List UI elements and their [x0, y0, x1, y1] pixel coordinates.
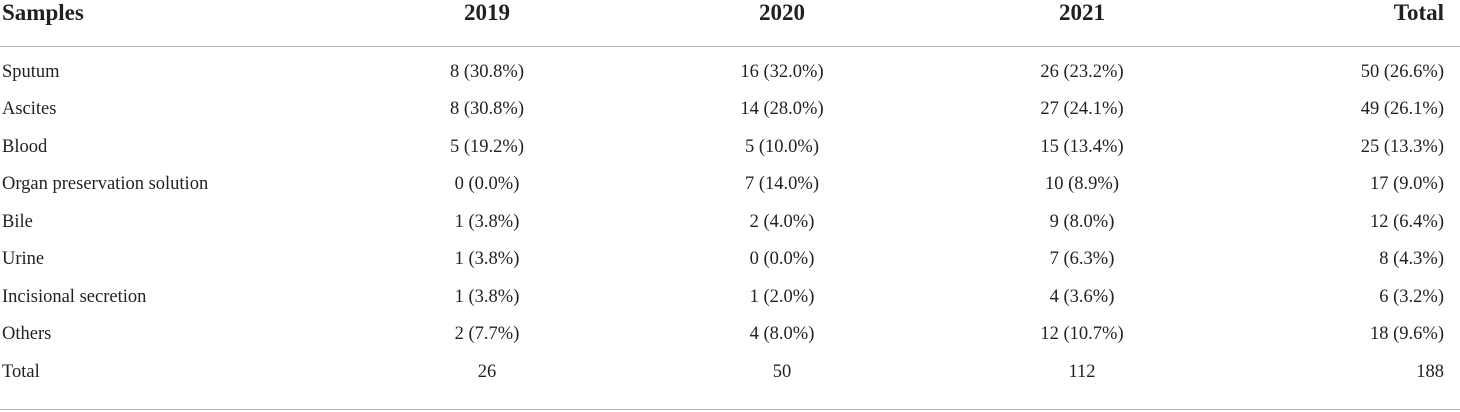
table-row: Bile 1 (3.8%) 2 (4.0%) 9 (8.0%) 12 (6.4%… [0, 203, 1460, 241]
table-cell: 12 (10.7%) [1040, 324, 1124, 345]
table-cell: 8 (30.8%) [450, 99, 524, 120]
row-label: Blood [2, 136, 48, 157]
row-label: Bile [2, 211, 33, 232]
table-cell: 16 (32.0%) [740, 61, 824, 82]
table-cell: 188 [1416, 361, 1444, 382]
row-label: Others [2, 324, 52, 345]
table-cell: 4 (3.6%) [1049, 286, 1115, 307]
table-row: Ascites 8 (30.8%) 14 (28.0%) 27 (24.1%) … [0, 91, 1460, 129]
row-label: Ascites [2, 99, 57, 120]
row-label: Urine [2, 249, 45, 270]
table-cell: 5 (10.0%) [745, 136, 819, 157]
samples-table: Samples 2019 2020 2021 Total Sputum 8 (3… [0, 0, 1460, 391]
table-cell: 10 (8.9%) [1045, 174, 1119, 195]
table-cell: 1 (3.8%) [454, 211, 520, 232]
table-cell: 50 (26.6%) [1360, 61, 1444, 82]
table-cell: 17 (9.0%) [1370, 174, 1444, 195]
table-cell: 4 (8.0%) [749, 324, 815, 345]
row-label: Sputum [2, 61, 60, 82]
table-cell: 15 (13.4%) [1040, 136, 1124, 157]
table-cell: 25 (13.3%) [1360, 136, 1444, 157]
table-cell: 7 (6.3%) [1049, 249, 1115, 270]
column-header-samples: Samples [0, 0, 330, 47]
row-label: Total [2, 361, 40, 382]
table-cell: 49 (26.1%) [1360, 99, 1444, 120]
table-cell: 112 [1068, 361, 1096, 382]
table-cell: 8 (30.8%) [450, 61, 524, 82]
table-cell: 18 (9.6%) [1370, 324, 1444, 345]
table-cell: 0 (0.0%) [454, 174, 520, 195]
table-cell: 1 (2.0%) [749, 286, 815, 307]
column-header-2021: 2021 [920, 0, 1230, 47]
table-row: Blood 5 (19.2%) 5 (10.0%) 15 (13.4%) 25 … [0, 128, 1460, 166]
column-header-total: Total [1230, 0, 1460, 47]
table-cell: 14 (28.0%) [740, 99, 824, 120]
table-cell: 50 [772, 361, 792, 382]
table-cell: 6 (3.2%) [1379, 286, 1444, 307]
column-header-2019: 2019 [330, 0, 630, 47]
row-label: Organ preservation solution [2, 174, 209, 195]
table-cell: 1 (3.8%) [454, 286, 520, 307]
column-header-2020: 2020 [630, 0, 920, 47]
table-cell: 7 (14.0%) [745, 174, 819, 195]
table-row: Urine 1 (3.8%) 0 (0.0%) 7 (6.3%) 8 (4.3%… [0, 241, 1460, 279]
table-cell: 9 (8.0%) [1049, 211, 1115, 232]
table-row: Incisional secretion 1 (3.8%) 1 (2.0%) 4… [0, 278, 1460, 316]
table-cell: 8 (4.3%) [1379, 249, 1444, 270]
row-label: Incisional secretion [2, 286, 147, 307]
table-cell: 1 (3.8%) [454, 249, 520, 270]
table-cell: 26 [477, 361, 497, 382]
table-header-row: Samples 2019 2020 2021 Total [0, 0, 1460, 47]
table-cell: 5 (19.2%) [450, 136, 524, 157]
table-cell: 27 (24.1%) [1040, 99, 1124, 120]
table-cell: 2 (4.0%) [749, 211, 815, 232]
table-cell: 2 (7.7%) [454, 324, 520, 345]
table-cell: 0 (0.0%) [749, 249, 815, 270]
table-bottom-rule [0, 409, 1460, 410]
table-row: Organ preservation solution 0 (0.0%) 7 (… [0, 166, 1460, 204]
table-cell: 12 (6.4%) [1370, 211, 1444, 232]
table-row-total: Total 26 50 112 188 [0, 353, 1460, 391]
table-row: Others 2 (7.7%) 4 (8.0%) 12 (10.7%) 18 (… [0, 316, 1460, 354]
table-body: Sputum 8 (30.8%) 16 (32.0%) 26 (23.2%) 5… [0, 47, 1460, 391]
table-cell: 26 (23.2%) [1040, 61, 1124, 82]
table-row: Sputum 8 (30.8%) 16 (32.0%) 26 (23.2%) 5… [0, 47, 1460, 91]
